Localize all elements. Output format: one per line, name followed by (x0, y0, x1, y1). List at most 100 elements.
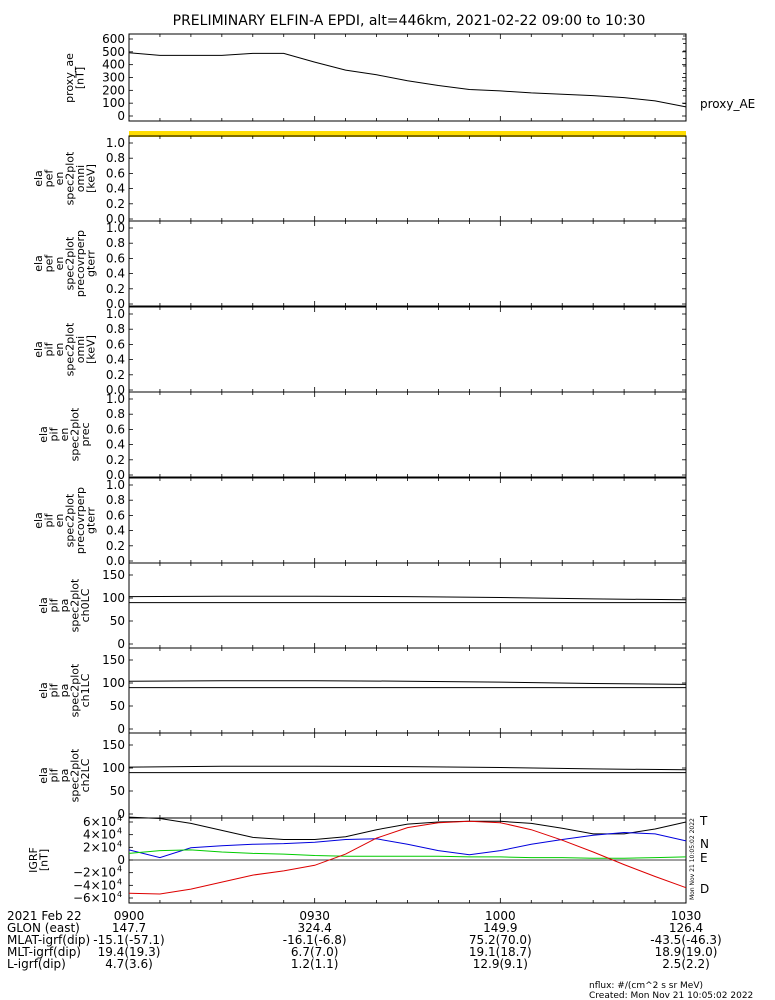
y-axis-label-line: omni (74, 165, 87, 192)
igrf-side-note: Mon Nov 21 10:05:02 2022 (689, 818, 696, 900)
y-axis-label-line: ch0LC (79, 588, 92, 622)
y-tick-label: 0.6 (106, 337, 125, 351)
y-tick-label: 150 (102, 568, 125, 582)
y-axis-label-line: prec (79, 422, 92, 446)
y-axis-label-line: ela (32, 255, 45, 272)
y-axis-label-line: ela (32, 512, 45, 529)
y-tick-label: 100 (102, 761, 125, 775)
yellow-status-bar (129, 131, 686, 137)
y-axis-label-line: en (53, 514, 66, 528)
y-axis-label-line: [keV] (84, 164, 97, 193)
y-tick-label: 400 (102, 58, 125, 72)
y-tick-label: −2×10 (73, 866, 116, 880)
pitch-angle-panel (128, 732, 687, 819)
y-tick-label: 300 (102, 71, 125, 85)
x-tick-time: 1000 (485, 909, 516, 923)
y-axis-label-line: en (53, 172, 66, 186)
y-tick-label: 0.2 (106, 282, 125, 296)
spectrogram-panel (128, 477, 687, 564)
y-tick-label: 2×10 (83, 840, 116, 854)
igrf-legend-D: D (700, 882, 709, 896)
y-axis-label-line: gterr (84, 507, 97, 534)
y-axis-label-line: pef (42, 254, 55, 273)
y-axis-label-line: pa (58, 684, 71, 698)
y-axis-label-line: spec2plot (63, 493, 76, 547)
y-tick-label: 1.0 (106, 392, 125, 406)
y-tick-label: 0.6 (106, 166, 125, 180)
y-tick-label: 100 (102, 676, 125, 690)
y-tick-label: −4×10 (73, 878, 116, 892)
y-tick-label: 0.2 (106, 368, 125, 382)
nflux-note: nflux: #/(cm^2 s sr MeV) (589, 981, 703, 991)
pitch-angle-line (128, 765, 687, 771)
igrf-D-line (128, 820, 687, 895)
y-tick-label: 150 (102, 738, 125, 752)
pitch-angle-line (128, 680, 687, 685)
y-axis-label-line: pef (42, 169, 55, 188)
y-axis-label-line: omni (74, 336, 87, 363)
y-tick-label: 50 (110, 784, 125, 798)
proxy-ae-panel (128, 33, 687, 122)
y-tick-label: 0.4 (106, 524, 125, 538)
x-row-label: MLT-igrf(dip) (7, 945, 81, 959)
y-axis-label-line: spec2plot (69, 578, 82, 632)
y-axis-label-line: ela (37, 597, 50, 614)
y-axis-label-line: ch2LC (79, 758, 92, 792)
y-tick-label: 4×10 (83, 828, 116, 842)
y-tick-label: 500 (102, 45, 125, 59)
y-tick-label: 0.0 (106, 554, 125, 568)
x-tick-l: 1.2(1.1) (291, 957, 339, 971)
spectrogram-panel (128, 306, 687, 393)
x-row-label: L-igrf(dip) (7, 957, 66, 971)
y-tick-label: 0 (117, 807, 125, 821)
igrf-legend-N: N (700, 837, 709, 851)
y-axis-label-line: [nT] (37, 849, 50, 871)
x-row-label: MLAT-igrf(dip) (7, 933, 90, 947)
x-tick-mlt: 19.1(18.7) (469, 945, 532, 959)
y-tick-label: 0 (117, 637, 125, 651)
y-tick-label: 0.8 (106, 151, 125, 165)
y-tick-label: 1.0 (106, 478, 125, 492)
y-axis-label-line: gterr (84, 250, 97, 277)
y-axis-label-line: en (53, 343, 66, 357)
y-tick-label: 0 (117, 109, 125, 123)
y-tick-label: 0.6 (106, 508, 125, 522)
y-tick-label: 0.8 (106, 236, 125, 250)
proxy-ae-legend: proxy_AE (700, 97, 755, 111)
x-tick-mlat: 75.2(70.0) (469, 933, 532, 947)
y-tick-label: 0.2 (106, 453, 125, 467)
x-tick-mlt: 19.4(19.3) (98, 945, 161, 959)
y-axis-label-line: pa (58, 769, 71, 783)
y-axis-label-line: ch1LC (79, 673, 92, 707)
y-axis-label-line: IGRF (27, 847, 40, 873)
y-axis-label-line: pif (42, 512, 55, 527)
y-tick-label: 0.4 (106, 182, 125, 196)
y-tick-label: 0.6 (106, 422, 125, 436)
pitch-angle-panel (128, 562, 687, 649)
y-tick-label: 150 (102, 653, 125, 667)
y-tick-label: 50 (110, 614, 125, 628)
y-axis-label-line: pif (48, 682, 61, 697)
y-tick-label: 6×10 (83, 815, 116, 829)
y-tick-label: 0.4 (106, 438, 125, 452)
y-tick-label: 0.4 (106, 267, 125, 281)
y-axis-label-line: en (58, 428, 71, 442)
y-axis-label-line: spec2plot (69, 748, 82, 802)
x-tick-mlat: -15.1(-57.1) (93, 933, 164, 947)
x-tick-time: 1030 (671, 909, 702, 923)
y-tick-label: 0.8 (106, 322, 125, 336)
igrf-E-line (128, 849, 687, 859)
y-tick-label: 100 (102, 591, 125, 605)
x-tick-glon: 126.4 (669, 921, 703, 935)
y-axis-label-line: spec2plot (63, 236, 76, 290)
x-row-label: 2021 Feb 22 (7, 909, 82, 923)
y-tick-exponent: 4 (117, 890, 122, 899)
y-axis-label-line: spec2plot (69, 407, 82, 461)
igrf-legend-E: E (700, 851, 708, 865)
y-tick-label: 0.4 (106, 353, 125, 367)
igrf-panel (128, 817, 687, 904)
